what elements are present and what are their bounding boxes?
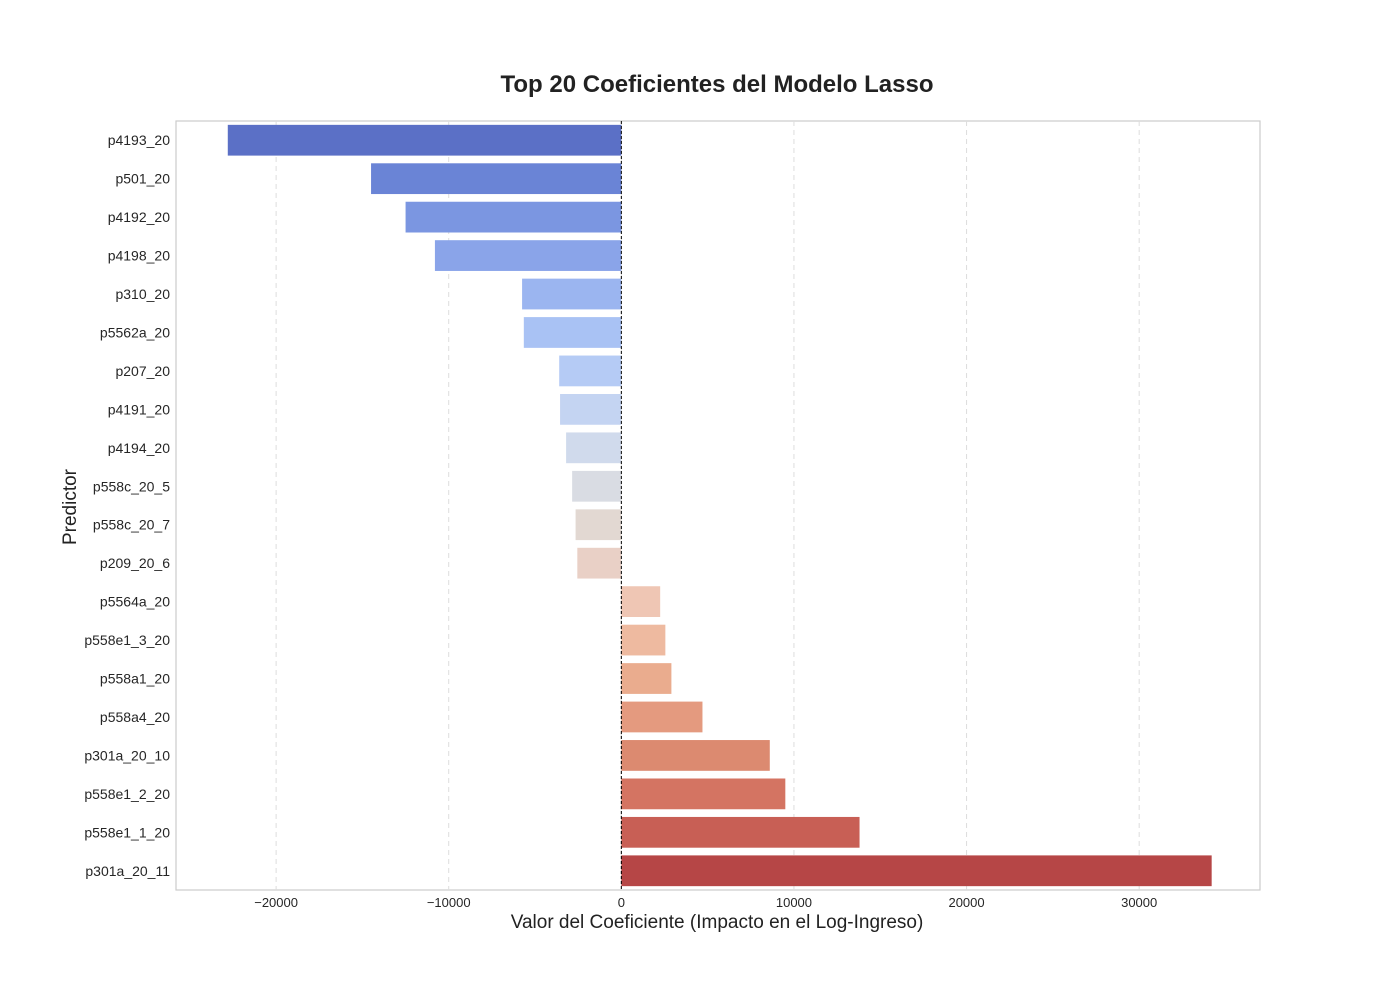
y-tick-label: p301a_20_10 — [84, 747, 170, 763]
bar-p4193-20 — [227, 124, 622, 156]
y-tick-label: p4194_20 — [108, 440, 171, 456]
bar-p5564a-20 — [621, 586, 661, 618]
x-tick-label: 20000 — [948, 895, 984, 910]
x-tick-label: 30000 — [1121, 895, 1157, 910]
y-tick-label: p558e1_3_20 — [84, 632, 170, 648]
bar-p209-20-6 — [577, 547, 622, 579]
bar-p558a4-20 — [621, 701, 703, 733]
plot-frame — [175, 120, 1261, 891]
bar-p310-20 — [522, 278, 622, 310]
bar-p301a-20-10 — [621, 740, 770, 771]
y-tick-label: p4192_20 — [108, 209, 171, 225]
y-tick-label: p310_20 — [115, 286, 170, 302]
bar-p4198-20 — [434, 240, 622, 271]
y-tick-label: p558e1_2_20 — [84, 786, 170, 802]
bar-p4194-20 — [566, 432, 622, 464]
y-tick-label: p4193_20 — [108, 132, 171, 148]
y-tick-label: p558a4_20 — [100, 709, 170, 725]
bar-p4191-20 — [560, 393, 622, 425]
bar-p558e1-2-20 — [621, 778, 786, 810]
bar-p301a-20-11 — [621, 855, 1212, 887]
y-tick-label: p209_20_6 — [100, 555, 170, 571]
y-tick-label: p5562a_20 — [100, 324, 170, 340]
bar-p4192-20 — [405, 201, 622, 233]
y-tick-label: p558e1_1_20 — [84, 824, 170, 840]
chart-title: Top 20 Coeficientes del Modelo Lasso — [501, 71, 934, 98]
bar-p558c-20-7 — [575, 509, 622, 541]
bar-p5562a-20 — [523, 317, 622, 348]
y-tick-labels: p4193_20 p501_20 p4192_20 p4198_20 p310_20 p5… — [84, 132, 170, 879]
y-tick-label: p558a1_20 — [100, 671, 170, 687]
x-tick-labels: −20000 −10000 0 10000 20000 30000 — [254, 895, 1157, 910]
y-tick-label: p558c_20_7 — [93, 517, 170, 533]
y-tick-label: p301a_20_11 — [85, 863, 170, 879]
bar-p207-20 — [559, 355, 622, 387]
x-tick-label: 0 — [618, 895, 625, 910]
bar-p558a1-20 — [621, 663, 672, 694]
bar-p558e1-1-20 — [621, 816, 860, 848]
y-tick-label: p207_20 — [115, 363, 170, 379]
y-tick-label: p4198_20 — [108, 248, 171, 264]
bars — [227, 124, 1212, 887]
bar-p501-20 — [371, 163, 622, 195]
y-axis-label: Predictor — [60, 468, 81, 545]
x-tick-label: 10000 — [776, 895, 812, 910]
bar-p558e1-3-20 — [621, 624, 666, 656]
y-tick-label: p501_20 — [115, 171, 170, 187]
y-tick-label: p558c_20_5 — [93, 478, 170, 494]
y-tick-label: p5564a_20 — [100, 594, 170, 610]
x-axis-label: Valor del Coeficiente (Impacto en el Log… — [511, 912, 924, 933]
y-tick-label: p4191_20 — [108, 401, 171, 417]
x-tick-label: −10000 — [427, 895, 471, 910]
bar-p558c-20-5 — [572, 470, 622, 502]
x-tick-label: −20000 — [254, 895, 298, 910]
